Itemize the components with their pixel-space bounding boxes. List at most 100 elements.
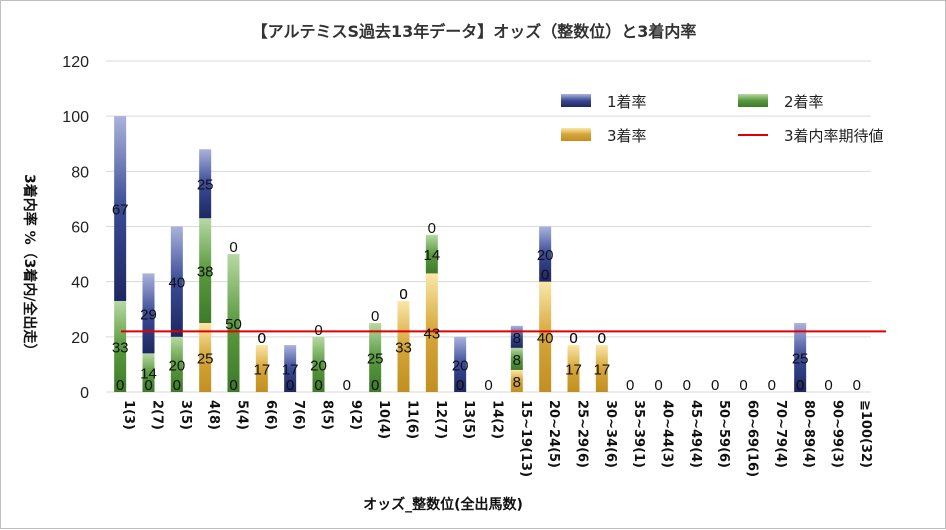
bar-segment: [142, 273, 155, 354]
data-label: 8: [513, 352, 521, 369]
data-label: 0: [116, 377, 124, 394]
data-label: 0: [173, 377, 181, 394]
x-tick-label: 60~69(16): [745, 400, 760, 477]
x-tick-label: 8(5): [320, 400, 335, 430]
data-label: 20: [310, 357, 327, 374]
bar-segment: [539, 226, 552, 282]
data-label: 33: [395, 339, 412, 356]
data-label: 38: [197, 264, 214, 281]
data-label: 14: [140, 366, 157, 383]
x-tick-label: 2(7): [150, 400, 165, 430]
data-label: 0: [796, 377, 804, 394]
data-label: 0: [371, 377, 379, 394]
legend-label: 2着率: [784, 93, 824, 111]
x-tick-label: 45~49(4): [688, 400, 703, 468]
data-label: 0: [229, 239, 237, 256]
data-label: 0: [541, 267, 549, 284]
data-label: 0: [399, 286, 407, 303]
bar-segment: [199, 218, 212, 324]
x-tick-label: 4(8): [206, 400, 221, 430]
data-label: 0: [258, 330, 266, 347]
data-label: 50: [225, 316, 242, 333]
data-label: 29: [140, 306, 157, 323]
data-label: 17: [253, 362, 270, 379]
legend-swatch: [561, 94, 591, 107]
bar-segment: [510, 369, 523, 392]
data-label: 0: [144, 377, 152, 394]
x-tick-label: 90~99(3): [830, 400, 845, 468]
data-label: 0: [598, 330, 606, 347]
data-label: 0: [314, 377, 322, 394]
data-label: 0: [371, 308, 379, 325]
data-label: 0: [569, 330, 577, 347]
x-tick-label: 35~39(1): [631, 400, 646, 468]
bar-segment: [312, 336, 325, 392]
x-tick-label: 9(2): [348, 400, 363, 430]
bar-segment: [794, 323, 807, 392]
data-label: 0: [484, 377, 492, 394]
y-tick-label: 80: [71, 164, 89, 181]
bar-segment: [284, 345, 297, 392]
data-label: 20: [537, 247, 554, 264]
y-axis-ticks: 0 20 40 60 80 100 120: [62, 54, 89, 402]
legend-label: 3着率: [607, 127, 647, 145]
x-tick-label: 11(6): [405, 400, 420, 439]
data-label: 0: [569, 330, 577, 347]
y-tick-label: 40: [71, 275, 89, 292]
y-tick-label: 20: [71, 330, 89, 347]
bar-segment: [170, 226, 183, 337]
bar-segment: [199, 323, 212, 392]
data-label: 17: [565, 362, 582, 379]
x-tick-label: 25~29(6): [575, 400, 590, 468]
data-label: 0: [824, 377, 832, 394]
data-label: 0: [654, 377, 662, 394]
x-tick-label: 13(5): [461, 400, 476, 439]
data-label: 14: [423, 247, 440, 264]
data-label: 0: [796, 377, 804, 394]
data-label: 0: [428, 220, 436, 237]
data-label: 0: [314, 322, 322, 339]
data-label: 20: [452, 357, 469, 374]
x-tick-label: 7(6): [291, 400, 306, 430]
data-label: 0: [229, 377, 237, 394]
legend-label: 1着率: [607, 93, 647, 111]
data-label: 43: [423, 326, 440, 343]
bar-segment: [114, 300, 127, 392]
bar-segment: [397, 300, 410, 392]
bar-segment: [425, 273, 438, 392]
bar-segment: [425, 234, 438, 274]
data-label: 0: [258, 330, 266, 347]
data-label: 8: [513, 374, 521, 391]
x-tick-label: 70~79(4): [773, 400, 788, 468]
legend-label: 3着内率期待値: [784, 127, 884, 145]
bar-segment: [454, 336, 467, 392]
x-tick-label: 15~19(13): [518, 400, 533, 477]
data-label: 20: [168, 357, 185, 374]
data-label: 33: [112, 339, 129, 356]
data-label: 0: [399, 286, 407, 303]
x-tick-label: 12(7): [433, 400, 448, 439]
data-label: 0: [456, 377, 464, 394]
bar-segment: [114, 116, 127, 301]
data-label: 25: [367, 351, 384, 368]
bar-segment: [539, 281, 552, 392]
bar-segment: [227, 254, 240, 392]
bar-segment: [595, 345, 608, 392]
bar-segment: [255, 345, 268, 392]
data-label: 0: [626, 377, 634, 394]
x-axis-ticks: 1(3) 2(7) 3(5) 4(8) 5(4) 6(6) 7(6) 8(5) 9(2) 10(4…: [121, 400, 873, 477]
x-tick-label: 14(2): [490, 400, 505, 439]
y-tick-label: 100: [62, 109, 89, 126]
data-label: 25: [197, 177, 214, 194]
y-tick-label: 0: [80, 385, 89, 402]
x-tick-label: 50~59(6): [716, 400, 731, 468]
data-label: 40: [537, 330, 554, 347]
x-tick-label: 40~44(3): [660, 400, 675, 468]
x-tick-label: ≧100(32): [858, 400, 873, 468]
data-label: 40: [168, 275, 185, 292]
x-tick-label: 5(4): [235, 400, 250, 430]
legend-swatch: [561, 128, 591, 141]
y-axis-title: 3着内率 %（3着内/全出走）: [21, 174, 38, 358]
